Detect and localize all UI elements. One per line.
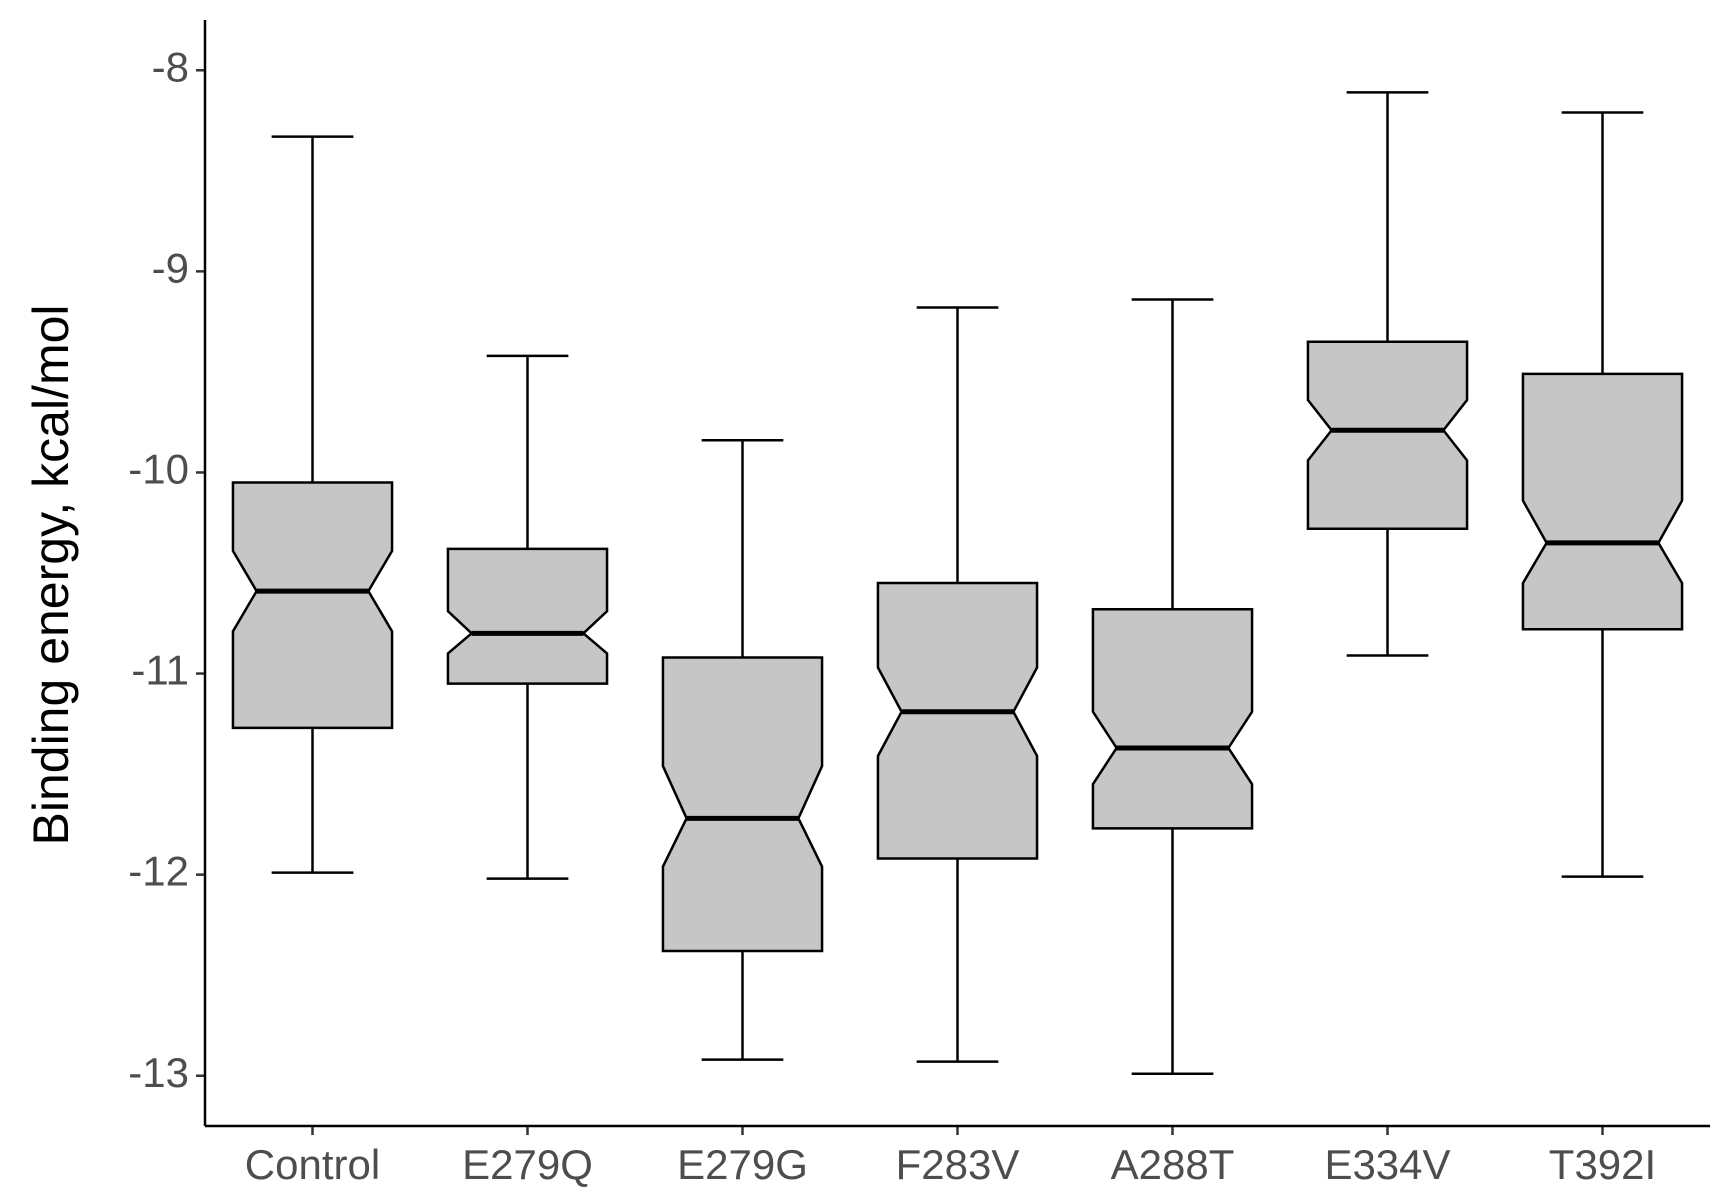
y-tick-label: -11 — [131, 647, 189, 694]
x-tick-label: Control — [245, 1141, 380, 1188]
box — [231, 481, 394, 730]
box — [1091, 607, 1254, 830]
x-tick-label: A288T — [1111, 1141, 1235, 1188]
box — [1521, 372, 1684, 631]
x-tick-label: E334V — [1324, 1141, 1450, 1188]
x-tick-label: E279Q — [462, 1141, 593, 1188]
y-tick-label: -12 — [128, 848, 189, 895]
box — [1306, 340, 1469, 531]
box — [661, 656, 824, 953]
x-tick-label: T392I — [1549, 1141, 1656, 1188]
x-tick-label: F283V — [896, 1141, 1020, 1188]
y-tick-label: -8 — [152, 43, 189, 90]
box — [876, 581, 1039, 860]
y-tick-label: -10 — [128, 446, 189, 493]
x-tick-label: E279G — [677, 1141, 808, 1188]
y-axis-label: Binding energy, kcal/mol — [23, 304, 79, 845]
y-tick-label: -13 — [128, 1049, 189, 1096]
y-tick-label: -9 — [152, 244, 189, 291]
box — [446, 547, 609, 685]
